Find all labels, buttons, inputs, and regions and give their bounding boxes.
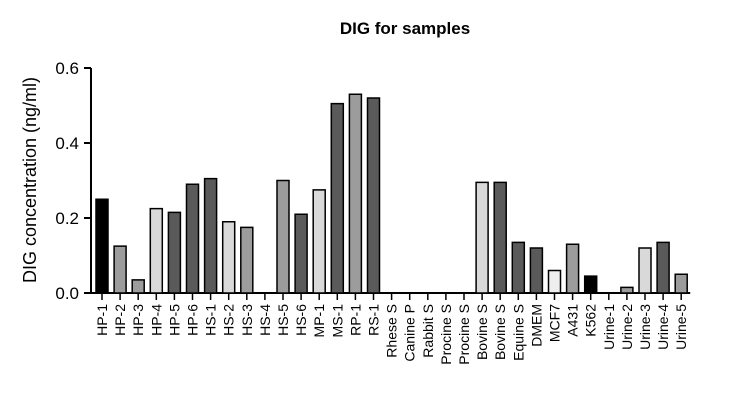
x-tick-label: Urine-3 <box>637 304 653 350</box>
x-tick-label: HP-1 <box>94 304 110 336</box>
x-tick-label: HP-2 <box>112 304 128 336</box>
x-axis <box>91 292 691 300</box>
bar <box>348 93 363 294</box>
x-tick-label: MCF7 <box>547 304 563 342</box>
x-tick-label: HP-4 <box>148 304 164 336</box>
bar <box>674 273 688 294</box>
bar <box>565 243 580 294</box>
bar-series <box>95 93 688 294</box>
x-tick-label: RP-1 <box>347 304 363 336</box>
x-tick-label: HS-6 <box>293 304 309 336</box>
bar <box>547 269 562 294</box>
y-tick-label: 0.0 <box>55 284 79 303</box>
x-tick-label: MP-1 <box>311 304 327 338</box>
x-tick-label: Procine S <box>456 304 472 365</box>
x-tick-label: Bovine S <box>474 304 490 360</box>
bar <box>475 181 489 294</box>
x-tick-label: K562 <box>583 304 599 337</box>
x-tick-label: HS-3 <box>239 304 255 336</box>
bar <box>638 247 652 294</box>
bar <box>240 226 254 294</box>
x-tick-label: Rhese S <box>384 304 400 358</box>
bar <box>493 181 507 294</box>
bar <box>185 183 200 294</box>
bar <box>149 207 164 294</box>
x-tick-label: HS-2 <box>221 304 237 336</box>
y-axis-label: DIG concentration (ng/ml) <box>20 77 40 283</box>
bar <box>203 177 218 294</box>
x-tick-label: Bovine S <box>492 304 508 360</box>
bar <box>294 213 308 294</box>
bar <box>583 275 598 294</box>
x-tick-labels: HP-1 HP-2 HP-3 HP-4 HP-5 HP-6 HS-1 HS-2 HS-3 HS-4… <box>94 304 689 365</box>
x-tick-label: Urine-2 <box>619 304 635 350</box>
bar <box>167 211 182 294</box>
y-tick-label: 0.4 <box>55 134 79 153</box>
x-tick-label: HS-1 <box>203 304 219 336</box>
x-tick-label: Procine S <box>438 304 454 365</box>
x-tick-label: A431 <box>565 304 581 337</box>
bar <box>366 97 381 294</box>
bar <box>113 245 127 294</box>
bar <box>131 279 145 294</box>
bar <box>620 286 634 294</box>
x-tick-label: RS-1 <box>366 304 382 336</box>
y-tick-label: 0.6 <box>55 59 79 78</box>
bar <box>330 102 345 294</box>
x-tick-label: HP-6 <box>185 304 201 336</box>
x-tick-label: Equine S <box>510 304 526 361</box>
bar <box>312 189 326 294</box>
y-axis: 0.0 0.2 0.4 0.6 <box>55 59 92 303</box>
x-tick-label: Urine-4 <box>655 304 671 350</box>
bar <box>529 247 544 294</box>
x-tick-label: Canine P <box>402 304 418 362</box>
bar <box>656 241 670 294</box>
x-tick-label: DMEM <box>528 304 544 347</box>
x-tick-label: Urine-5 <box>673 304 689 350</box>
x-tick-label: Urine-1 <box>601 304 617 350</box>
y-tick-label: 0.2 <box>55 209 79 228</box>
x-tick-label: HP-5 <box>166 304 182 336</box>
bar <box>221 221 236 294</box>
x-tick-label: HS-5 <box>275 304 291 336</box>
x-tick-label: MS-1 <box>329 304 345 338</box>
x-tick-label: HP-3 <box>130 304 146 336</box>
x-tick-label: HS-4 <box>257 304 273 336</box>
bar <box>95 198 109 294</box>
x-tick-label: Rabbit S <box>420 304 436 358</box>
bar <box>511 241 526 294</box>
bar <box>276 179 290 294</box>
chart-title: DIG for samples <box>340 19 470 38</box>
